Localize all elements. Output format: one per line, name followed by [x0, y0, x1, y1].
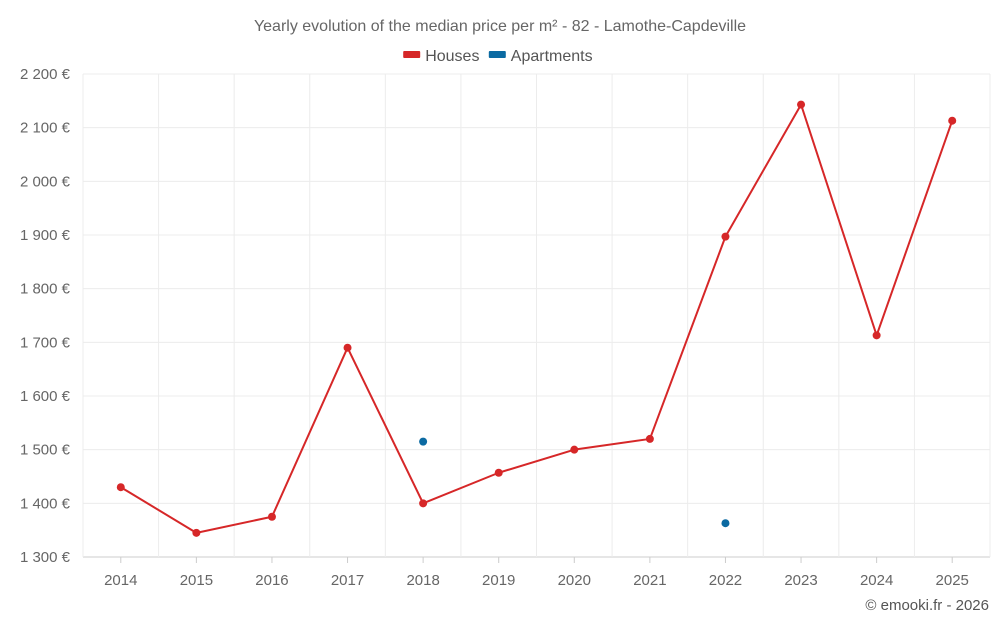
legend-swatch	[488, 51, 506, 58]
y-tick-label: 2 200 €	[20, 66, 71, 83]
x-tick-label: 2018	[406, 572, 439, 589]
x-tick-label: 2017	[331, 572, 364, 589]
legend-item-apartments[interactable]: Apartments	[511, 48, 593, 65]
grid	[82, 73, 991, 558]
axes: 1 300 € 1 400 € 1 500 € 1 600 € 1 700 € 1 800…	[20, 66, 969, 589]
x-tick-label: 2025	[936, 572, 969, 589]
data-point[interactable]	[797, 100, 806, 109]
x-tick-label: 2014	[104, 572, 137, 589]
credit-text: © emooki.fr - 2026	[865, 597, 989, 614]
legend: Houses Apartments	[403, 48, 593, 65]
x-tick-label: 2019	[482, 572, 515, 589]
x-tick-label: 2016	[255, 572, 288, 589]
y-tick-label: 1 400 €	[20, 495, 71, 512]
data-point[interactable]	[419, 499, 428, 508]
data-point[interactable]	[116, 483, 125, 492]
x-tick-label: 2015	[180, 572, 213, 589]
y-tick-label: 1 500 €	[20, 442, 71, 459]
y-tick-label: 1 300 €	[20, 549, 71, 566]
y-tick-label: 1 900 €	[20, 227, 71, 244]
x-tick-label: 2024	[860, 572, 893, 589]
y-tick-label: 1 800 €	[20, 281, 71, 298]
x-tick-label: 2022	[709, 572, 742, 589]
data-point[interactable]	[419, 437, 428, 446]
series-apartments	[419, 437, 730, 528]
data-point[interactable]	[267, 512, 276, 521]
data-point[interactable]	[948, 116, 957, 125]
series	[116, 100, 957, 537]
y-tick-label: 1 700 €	[20, 334, 71, 351]
data-point[interactable]	[192, 528, 201, 537]
legend-swatch	[403, 51, 421, 58]
series-line	[120, 103, 954, 534]
x-tick-label: 2020	[558, 572, 591, 589]
x-tick-label: 2023	[784, 572, 817, 589]
data-point[interactable]	[645, 434, 654, 443]
series-houses	[116, 100, 957, 537]
chart-title: Yearly evolution of the median price per…	[254, 18, 746, 35]
data-point[interactable]	[343, 343, 352, 352]
data-point[interactable]	[494, 468, 503, 477]
y-tick-label: 1 600 €	[20, 388, 71, 405]
data-point[interactable]	[570, 445, 579, 454]
data-point[interactable]	[721, 519, 730, 528]
x-tick-label: 2021	[633, 572, 666, 589]
legend-item-houses[interactable]: Houses	[425, 48, 479, 65]
y-tick-label: 2 000 €	[20, 173, 71, 190]
data-point[interactable]	[721, 232, 730, 241]
data-point[interactable]	[872, 331, 881, 340]
y-tick-label: 2 100 €	[20, 120, 71, 137]
